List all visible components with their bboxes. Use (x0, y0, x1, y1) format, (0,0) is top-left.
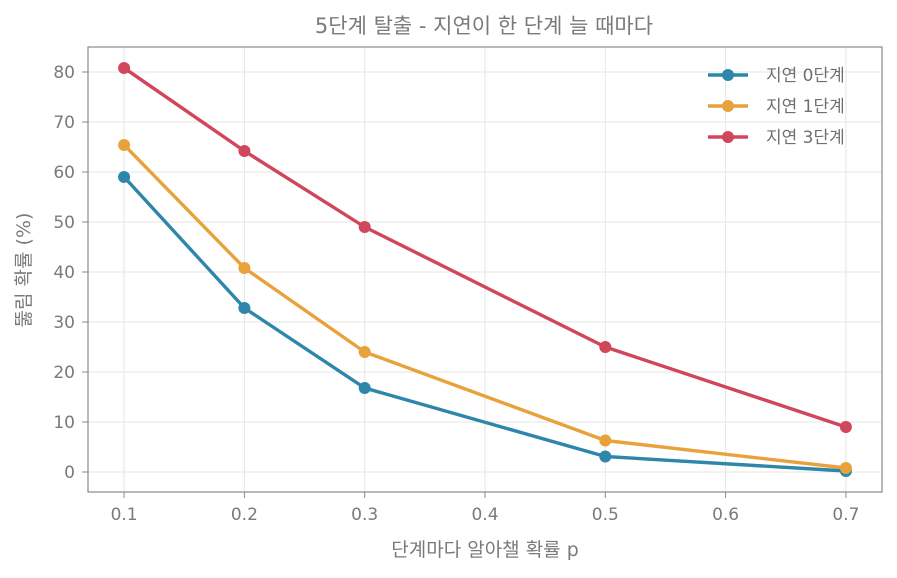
legend-item: 지연 0단계 (708, 66, 845, 86)
x-axis-ticks: 0.1 0.2 0.3 0.4 0.5 0.6 0.7 (111, 492, 859, 525)
y-tick-label: 20 (53, 363, 75, 383)
data-point (238, 262, 251, 274)
data-point (358, 382, 371, 394)
legend-label: 지연 0단계 (766, 66, 845, 86)
data-point (358, 346, 371, 358)
legend-label: 지연 3단계 (766, 128, 845, 148)
data-point (599, 450, 612, 463)
y-tick-label: 10 (53, 413, 75, 433)
data-point (839, 462, 852, 474)
chart-title: 5단계 탈출 - 지연이 한 단계 늘 때마다 (315, 14, 653, 38)
grid (88, 47, 882, 492)
y-axis-title: 뚫림 확률 (%) (13, 213, 35, 328)
legend-marker (722, 69, 734, 81)
x-tick-label: 0.4 (471, 505, 498, 525)
y-tick-label: 0 (64, 463, 75, 483)
x-tick-label: 0.3 (351, 505, 378, 525)
x-tick-label: 0.7 (832, 505, 859, 525)
series-group (118, 139, 852, 474)
x-tick-label: 0.2 (231, 505, 258, 525)
legend-marker (722, 131, 734, 143)
data-point (599, 434, 612, 447)
x-axis-title: 단계마다 알아챌 확률 p (391, 539, 579, 561)
data-point (238, 302, 251, 314)
series-group (118, 62, 852, 433)
x-tick-label: 0.6 (712, 505, 739, 525)
y-tick-label: 80 (53, 63, 75, 83)
legend-item: 지연 3단계 (708, 128, 845, 148)
data-point (118, 62, 131, 74)
data-point (358, 221, 371, 233)
legend-label: 지연 1단계 (766, 97, 845, 117)
y-tick-label: 40 (53, 263, 75, 283)
y-tick-label: 60 (53, 163, 75, 183)
legend-marker (722, 100, 734, 112)
series-layer (118, 62, 852, 477)
y-tick-label: 50 (53, 213, 75, 233)
y-tick-label: 30 (53, 313, 75, 333)
x-tick-label: 0.1 (111, 505, 138, 525)
y-tick-label: 70 (53, 113, 75, 133)
data-point (238, 145, 251, 157)
y-axis-ticks: 0 10 20 30 40 50 60 70 80 (53, 63, 88, 483)
data-point (118, 171, 131, 183)
data-point (839, 421, 852, 433)
data-point (599, 341, 612, 353)
x-tick-label: 0.5 (592, 505, 619, 525)
data-point (118, 139, 131, 151)
legend-item: 지연 1단계 (708, 97, 845, 117)
